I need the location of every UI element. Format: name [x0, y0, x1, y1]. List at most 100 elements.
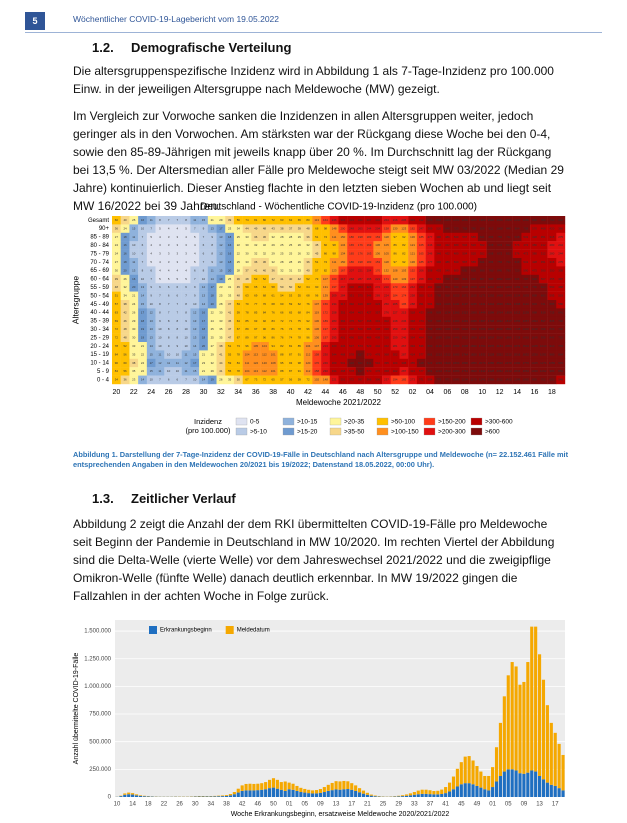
heat-cell	[434, 291, 444, 301]
cell-label: 21	[132, 294, 136, 298]
heat-cell	[416, 224, 426, 233]
heat-cell	[172, 232, 182, 242]
cell-label: 36	[306, 235, 310, 239]
cell-label: 86	[394, 252, 398, 256]
heat-cell	[521, 266, 531, 275]
cell-label: 1323	[462, 310, 469, 314]
cell-label: 10	[132, 243, 136, 247]
cell-label: 488	[558, 285, 563, 289]
cell-label: 408	[375, 327, 380, 331]
heat-cell	[172, 333, 182, 343]
cell-label: 1495	[470, 319, 477, 323]
cell-label: 69	[115, 319, 119, 323]
heat-cell	[155, 325, 165, 334]
heat-cell	[486, 258, 496, 267]
cell-label: 372	[349, 378, 354, 382]
heat-cell	[294, 266, 304, 275]
cell-label: 648	[515, 260, 520, 264]
bar-segment	[146, 796, 150, 797]
heat-cell	[364, 249, 374, 259]
cell-label: 101	[271, 352, 276, 356]
heat-cell	[216, 350, 226, 359]
cell-label: 720	[454, 226, 459, 230]
cell-label: 384	[340, 319, 345, 323]
cell-label: 158	[314, 352, 319, 356]
cell-label: 29	[211, 369, 215, 373]
cell-label: 380	[532, 252, 537, 256]
cell-label: 32	[272, 235, 276, 239]
heat-cell	[286, 358, 296, 368]
cell-label: 47	[272, 277, 276, 281]
cell-label: 70	[245, 302, 249, 306]
heat-cell	[425, 316, 435, 326]
cell-label: 305	[558, 268, 563, 272]
heat-cell	[303, 350, 313, 359]
heat-cell	[443, 274, 452, 284]
heat-cell	[233, 216, 243, 225]
heat-cell	[129, 232, 139, 242]
bar-segment	[408, 795, 412, 797]
heat-cell	[530, 325, 540, 334]
heat-cell	[556, 241, 566, 250]
cell-label: 617	[358, 352, 363, 356]
heat-cell	[233, 367, 243, 376]
cell-label: 6	[150, 268, 152, 272]
cell-label: 23	[219, 285, 223, 289]
heat-cell	[321, 342, 330, 351]
heat-cell	[268, 308, 278, 317]
heat-cell	[129, 274, 139, 284]
heat-cell	[538, 258, 548, 267]
cell-label: 108	[271, 361, 276, 365]
heat-cell	[355, 367, 365, 376]
cell-label: 1260	[453, 310, 460, 314]
cell-label: 73	[315, 277, 319, 281]
heat-cell	[268, 274, 278, 284]
cell-label: 1932	[496, 319, 503, 323]
heat-cell	[347, 308, 357, 317]
heat-cell	[129, 342, 139, 351]
heat-cell	[373, 342, 383, 351]
cell-label: 284	[340, 294, 345, 298]
cell-label: 275	[558, 260, 563, 264]
heat-cell	[373, 216, 383, 225]
cell-label: 123	[332, 268, 337, 272]
heat-cell	[329, 350, 339, 359]
bar-segment	[275, 788, 279, 797]
heat-cell	[199, 232, 209, 242]
cell-label: 32	[263, 243, 267, 247]
heat-cell	[207, 333, 217, 343]
cell-label: 25	[289, 243, 293, 247]
bar-segment	[475, 785, 479, 797]
cell-label: 1104	[479, 285, 486, 289]
cell-label: 474	[419, 319, 424, 323]
heat-cell	[512, 266, 522, 275]
heat-cell	[495, 316, 505, 326]
heat-cell	[504, 308, 513, 317]
cell-label: 936	[541, 336, 546, 340]
cell-label: 165	[419, 252, 424, 256]
cell-label: 6	[168, 285, 170, 289]
heat-cell	[504, 333, 513, 343]
cell-label: 32	[272, 260, 276, 264]
cell-label: 8	[159, 310, 161, 314]
heat-cell	[408, 342, 418, 351]
heat-cell	[556, 367, 566, 376]
cell-label: 577	[419, 369, 424, 373]
bar-segment	[307, 793, 311, 797]
cell-label: 60	[123, 361, 127, 365]
cell-label: 520	[436, 226, 441, 230]
cell-label: 48	[263, 226, 267, 230]
heat-cell	[138, 350, 148, 359]
cell-label: 573	[358, 344, 363, 348]
heat-cell	[120, 283, 130, 292]
cell-label: 104	[245, 352, 250, 356]
heat-cell	[303, 333, 313, 343]
cell-label: 171	[384, 277, 389, 281]
heat-cell	[172, 283, 182, 292]
heat-cell	[547, 249, 557, 259]
heat-cell	[321, 224, 330, 233]
cell-label: 112	[262, 369, 267, 373]
legend-swatch	[470, 427, 483, 436]
row-label: 5 - 9	[97, 369, 110, 375]
cell-label: 6	[142, 252, 144, 256]
